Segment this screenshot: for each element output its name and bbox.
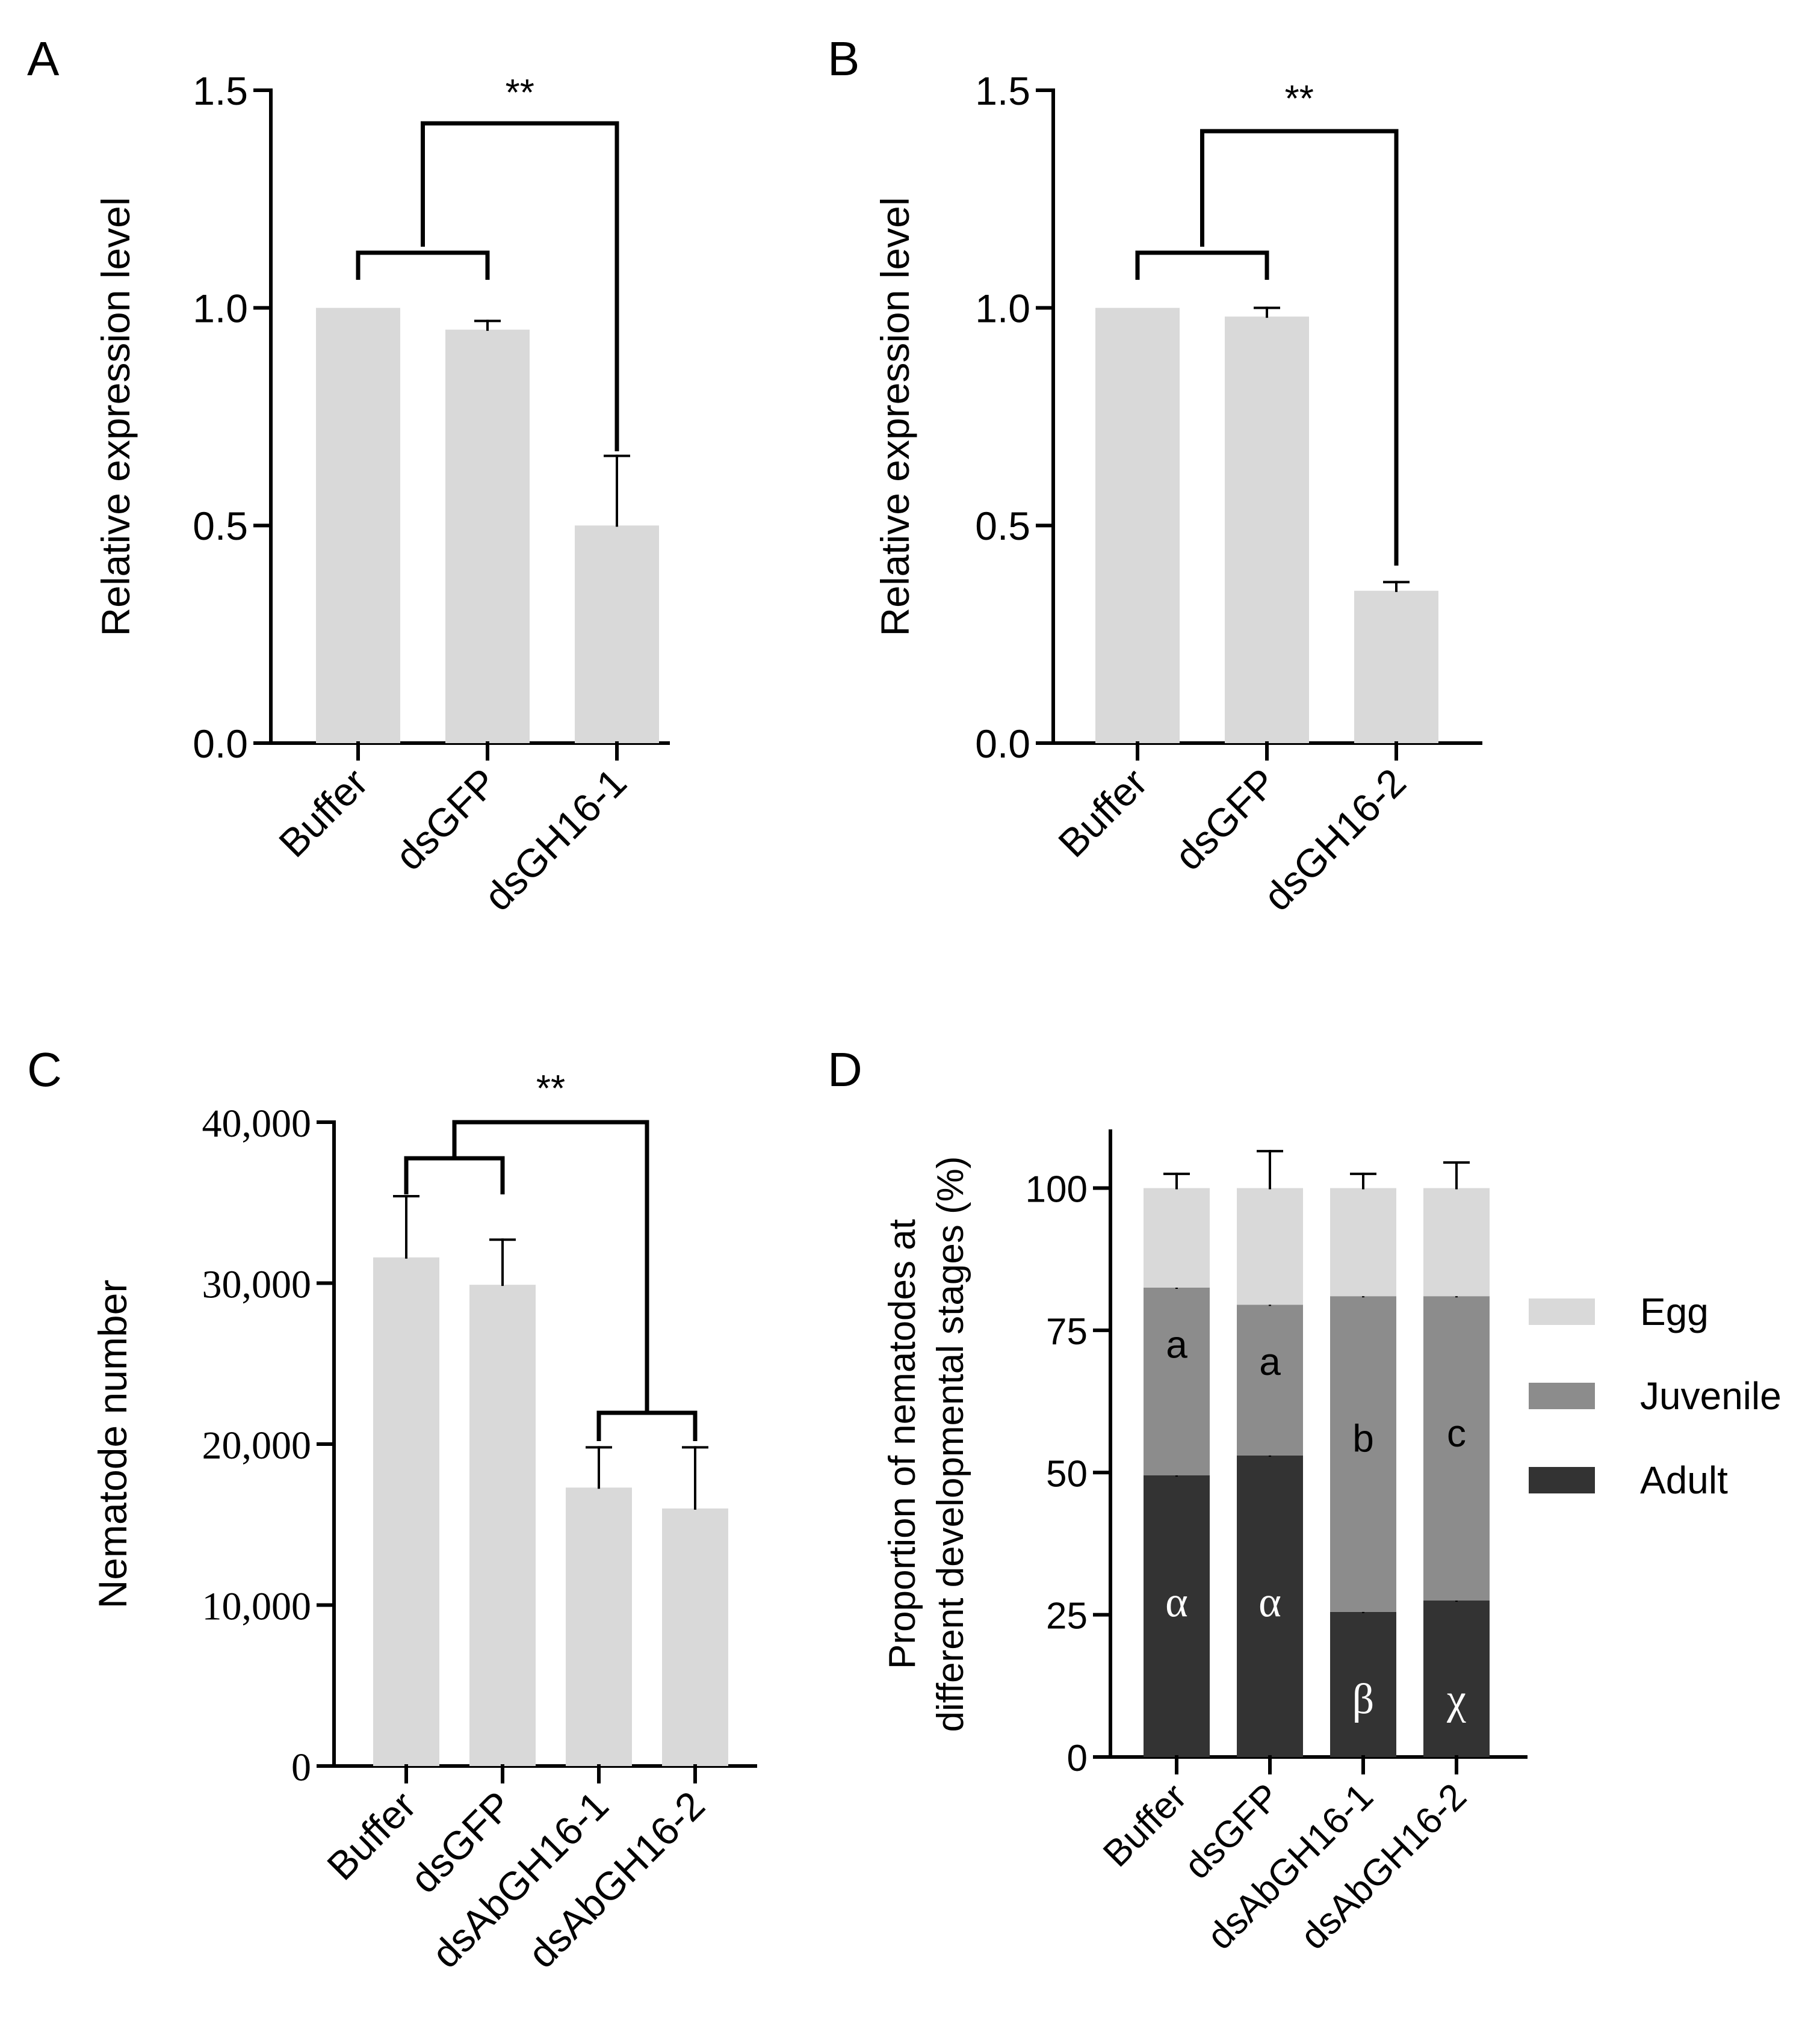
group-letter: a: [1166, 1323, 1187, 1366]
bar-segment-egg: [1330, 1188, 1396, 1297]
bar-segment-adult: [1423, 1601, 1490, 1757]
y-tick-label: 100: [1026, 1169, 1088, 1211]
x-tick-label: dsGH16-1: [475, 760, 635, 919]
legend-label-egg: Egg: [1640, 1290, 1709, 1333]
group-letter: α: [1258, 1578, 1281, 1626]
legend-swatch-egg: [1529, 1298, 1595, 1325]
significance-bracket: [452, 1120, 649, 1413]
bar-segment-juvenile: [1330, 1296, 1396, 1612]
significance-marker: **: [506, 72, 534, 114]
bar-dsgfp: [445, 329, 530, 743]
y-tick-label: 0.0: [975, 721, 1030, 766]
legend-swatch-adult: [1529, 1467, 1595, 1493]
y-tick-label: 1.0: [975, 286, 1030, 330]
y-tick-label: 40,000: [202, 1102, 312, 1146]
bar-dsabgh16-2: [662, 1508, 728, 1766]
group-letter: b: [1352, 1416, 1374, 1460]
significance-marker: **: [1285, 78, 1314, 120]
bar-dsgfp: [469, 1285, 536, 1766]
significance-marker: **: [536, 1068, 565, 1110]
y-tick-label: 0.5: [193, 504, 248, 548]
group-letter: a: [1259, 1340, 1281, 1383]
y-tick-label: 0: [1067, 1738, 1088, 1779]
y-axis-label-line2: different developmental stages (%): [930, 1156, 971, 1732]
inner-bracket: [1135, 250, 1269, 280]
y-tick-label: 50: [1046, 1453, 1088, 1495]
y-axis-label: Relative expression level: [873, 197, 917, 636]
y-axis-label: Relative expression level: [93, 197, 138, 636]
bar-buffer: [373, 1257, 439, 1766]
group-letter: χ: [1446, 1675, 1466, 1723]
y-tick-label: 0.5: [975, 504, 1030, 548]
bar-segment-egg: [1144, 1188, 1210, 1288]
panel-label: A: [27, 32, 60, 85]
y-axis-label-line1: Proportion of nematodes at: [882, 1219, 923, 1669]
legend-swatch-juvenile: [1529, 1383, 1595, 1409]
bar-dsgh16-1: [575, 525, 659, 743]
y-tick-label: 10,000: [202, 1584, 312, 1628]
group-letter: β: [1352, 1675, 1375, 1723]
y-tick-label: 1.5: [975, 69, 1030, 113]
panel-label: D: [828, 1043, 862, 1096]
bar-dsgh16-2: [1354, 590, 1438, 743]
group-letter: c: [1447, 1412, 1466, 1455]
bar-buffer: [316, 307, 400, 744]
bar-segment-egg: [1237, 1188, 1303, 1305]
bar-segment-egg: [1423, 1188, 1490, 1297]
x-tick-label: dsGFP: [1166, 760, 1285, 879]
group-letter: α: [1165, 1578, 1188, 1626]
panel-label: B: [828, 32, 859, 85]
x-tick-label: Buffer: [270, 760, 376, 866]
y-tick-label: 20,000: [202, 1424, 312, 1468]
bar-dsabgh16-1: [566, 1487, 632, 1766]
legend-label-adult: Adult: [1640, 1459, 1728, 1502]
bar-segment-juvenile: [1144, 1288, 1210, 1475]
y-tick-label: 1.5: [193, 69, 248, 113]
x-tick-label: dsAbGH16-2: [1293, 1776, 1475, 1957]
panel-label: C: [27, 1043, 62, 1096]
x-tick-label: Buffer: [1050, 760, 1156, 866]
bar-segment-juvenile: [1423, 1296, 1490, 1601]
x-tick-label: dsGH16-2: [1255, 760, 1414, 919]
bar-segment-juvenile: [1237, 1305, 1303, 1456]
bar-buffer: [1095, 307, 1180, 744]
y-axis-label: Nematode number: [90, 1280, 135, 1609]
bar-segment-adult: [1237, 1455, 1303, 1757]
panel-d: D 0 25 50 75 100 Proportion of nematodes at dif…: [828, 1043, 1781, 1957]
significance-bracket: [421, 121, 619, 451]
y-tick-label: 30,000: [202, 1262, 312, 1306]
bar-segment-adult: [1144, 1475, 1210, 1757]
y-tick-label: 1.0: [193, 286, 248, 330]
y-tick-label: 0.0: [193, 721, 248, 766]
bar-dsgfp: [1225, 316, 1309, 743]
panel-b: B 0.0 0.5 1.0 1.5 Relative expression level Bu…: [828, 32, 1482, 919]
significance-bracket: [1200, 129, 1399, 566]
panel-c: C 0 10,000 20,000 30,000 40,000 Nematode numbe…: [27, 1043, 757, 1977]
panel-a: A 0.0 0.5 1.0 1.5 Relative expression level Bu…: [27, 32, 670, 919]
x-tick-label: dsGFP: [386, 760, 506, 879]
inner-bracket-right: [596, 1410, 698, 1441]
bar-segment-adult: [1330, 1611, 1396, 1757]
y-tick-label: 0: [291, 1746, 311, 1789]
inner-bracket: [356, 250, 490, 280]
inner-bracket-left: [404, 1156, 505, 1194]
y-tick-label: 25: [1046, 1596, 1088, 1637]
y-tick-label: 75: [1046, 1311, 1088, 1353]
legend-label-juvenile: Juvenile: [1640, 1374, 1781, 1418]
